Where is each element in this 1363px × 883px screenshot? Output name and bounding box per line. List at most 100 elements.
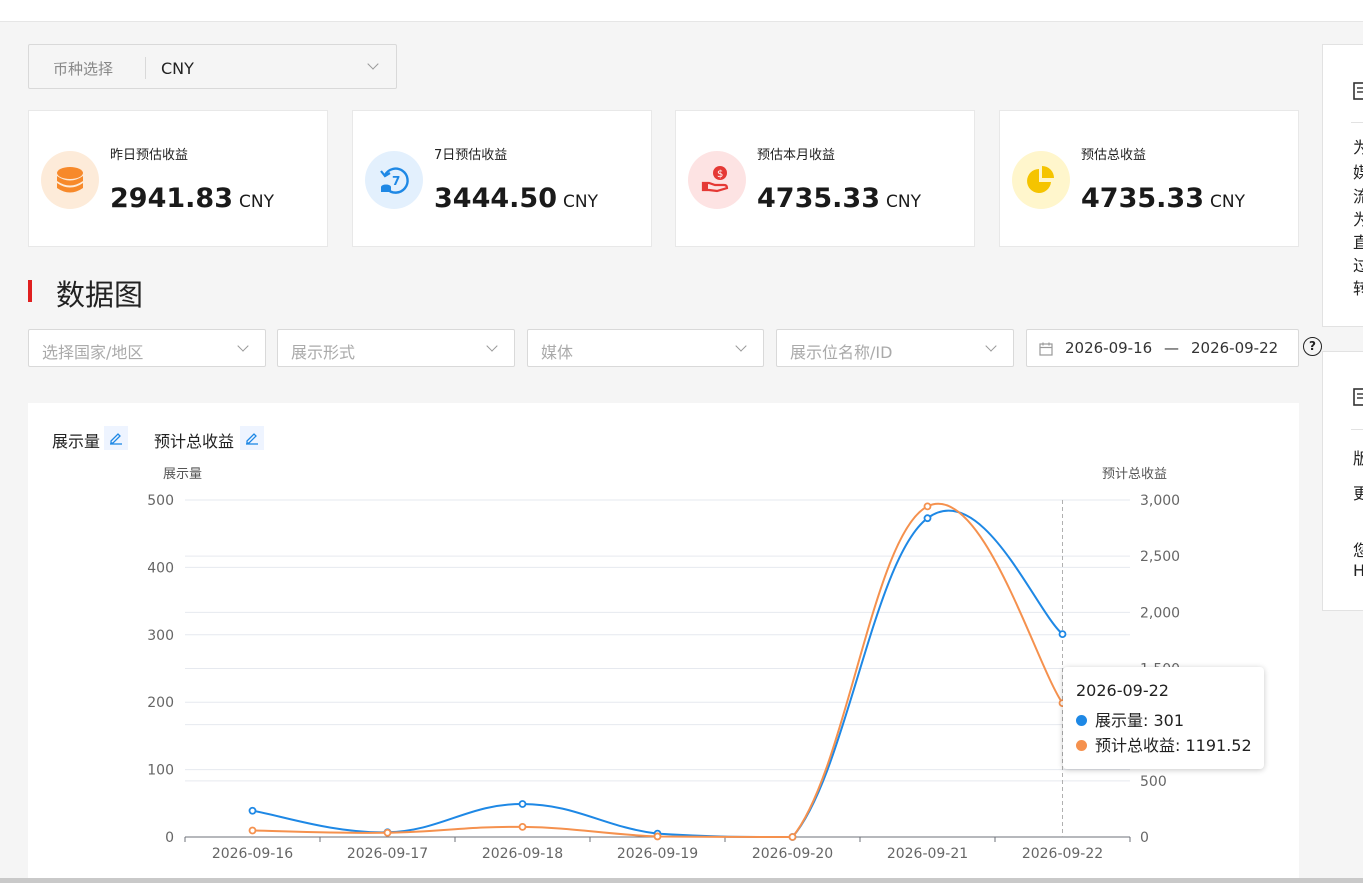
- x-tick-label: 2026-09-22: [1022, 846, 1103, 862]
- date-end: 2026-09-22: [1191, 339, 1279, 357]
- section-accent-bar: [28, 280, 32, 302]
- y-right-tick-label: 2,500: [1140, 549, 1180, 565]
- seven-day-refresh-icon: 7: [365, 151, 423, 209]
- y-left-axis-title: 展示量: [163, 467, 202, 482]
- y-left-tick-label: 400: [147, 560, 174, 576]
- card-value: 2941.83 CNY: [110, 183, 274, 214]
- section-title: 数据图: [56, 278, 144, 312]
- data-point: [518, 822, 527, 831]
- coins-stack-icon: [41, 151, 99, 209]
- svg-text:$: $: [717, 169, 723, 180]
- x-tick-label: 2026-09-20: [752, 846, 833, 862]
- x-tick-label: 2026-09-18: [482, 846, 563, 862]
- y-left-tick-label: 200: [147, 695, 174, 711]
- currency-select[interactable]: 币种选择 CNY: [28, 44, 397, 89]
- side-text: H: [1353, 561, 1363, 580]
- select-placeholder: 媒体: [541, 343, 574, 362]
- metric-impressions-label: 展示量: [52, 432, 101, 451]
- y-left-tick-label: 100: [147, 763, 174, 779]
- side-text: 直: [1353, 229, 1363, 253]
- calendar-icon: [1039, 342, 1053, 356]
- currency-select-value: CNY: [161, 59, 194, 78]
- side-panel-updates: 版 更 您 H: [1322, 351, 1363, 611]
- select-placeholder: 展示位名称/ID: [790, 343, 893, 362]
- hand-money-icon: $: [688, 151, 746, 209]
- card-value: 3444.50 CNY: [434, 183, 598, 214]
- help-icon[interactable]: ?: [1303, 337, 1322, 356]
- y-right-tick-label: 2,000: [1140, 605, 1180, 621]
- card-title: 昨日预估收益: [110, 148, 189, 163]
- chart-tooltip: 2026-09-22 展示量: 301 预计总收益: 1191.52: [1063, 667, 1264, 769]
- tooltip-row-revenue: 预计总收益: 1191.52: [1076, 732, 1252, 756]
- card-title: 预估总收益: [1081, 148, 1147, 163]
- series-line-revenue: [252, 502, 1064, 839]
- svg-text:7: 7: [392, 174, 400, 188]
- country-region-select[interactable]: 选择国家/地区: [28, 329, 266, 367]
- series-dot-icon: [1076, 740, 1087, 751]
- summary-card-7day: 7 7日预估收益 3444.50 CNY: [352, 110, 652, 247]
- tooltip-date: 2026-09-22: [1076, 681, 1169, 700]
- x-tick-label: 2026-09-16: [212, 846, 293, 862]
- data-point: [923, 502, 932, 511]
- data-point: [248, 806, 257, 815]
- metric-revenue-label: 预计总收益: [154, 432, 235, 451]
- y-right-tick-label: 0: [1140, 830, 1149, 846]
- data-point: [383, 828, 392, 837]
- edit-impressions-icon[interactable]: [104, 426, 128, 450]
- divider: [1351, 429, 1363, 430]
- y-left-tick-label: 500: [147, 493, 174, 509]
- media-select[interactable]: 媒体: [527, 329, 764, 367]
- data-point: [653, 832, 662, 841]
- side-text: 转: [1353, 275, 1363, 299]
- card-value: 4735.33 CNY: [1081, 183, 1245, 214]
- date-range-picker[interactable]: 2026-09-16 — 2026-09-22: [1026, 329, 1299, 367]
- data-point: [248, 826, 257, 835]
- date-separator: —: [1164, 339, 1179, 357]
- data-point: [518, 800, 527, 808]
- select-placeholder: 展示形式: [291, 343, 356, 362]
- bottom-scrollbar[interactable]: [0, 878, 1363, 883]
- side-text: 过: [1353, 252, 1363, 276]
- series-line-impressions: [252, 509, 1064, 839]
- y-right-tick-label: 3,000: [1140, 493, 1180, 509]
- series-dot-icon: [1076, 715, 1087, 726]
- data-point: [1058, 630, 1067, 639]
- side-text: 版: [1353, 445, 1363, 469]
- summary-card-month: $ 预估本月收益 4735.33 CNY: [675, 110, 975, 247]
- placement-name-id-select[interactable]: 展示位名称/ID: [776, 329, 1014, 367]
- card-value: 4735.33 CNY: [757, 183, 921, 214]
- currency-select-label: 币种选择: [53, 60, 114, 78]
- chart-panel: [28, 403, 1299, 883]
- x-tick-label: 2026-09-19: [617, 846, 698, 862]
- side-text: 媒: [1353, 159, 1363, 183]
- date-start: 2026-09-16: [1065, 339, 1153, 357]
- side-text: 为: [1353, 206, 1363, 230]
- top-bar: [0, 0, 1363, 22]
- tooltip-row-impressions: 展示量: 301: [1076, 707, 1184, 731]
- document-icon: [1353, 388, 1363, 406]
- side-text: 您: [1353, 537, 1363, 561]
- data-point: [788, 833, 797, 841]
- side-text: 更: [1353, 480, 1363, 504]
- document-icon: [1353, 82, 1363, 100]
- summary-card-yesterday: 昨日预估收益 2941.83 CNY: [28, 110, 328, 247]
- y-right-tick-label: 500: [1140, 774, 1167, 790]
- side-text: 流: [1353, 183, 1363, 207]
- y-right-axis-title: 预计总收益: [1102, 467, 1167, 482]
- data-point: [923, 514, 932, 523]
- divider: [145, 57, 146, 79]
- select-placeholder: 选择国家/地区: [42, 343, 144, 362]
- side-text: 为: [1353, 134, 1363, 158]
- summary-card-total: 预估总收益 4735.33 CNY: [999, 110, 1299, 247]
- x-tick-label: 2026-09-17: [347, 846, 428, 862]
- y-left-tick-label: 0: [165, 830, 174, 846]
- side-panel-notice: 为 媒 流 为 直 过 转: [1322, 44, 1363, 327]
- x-tick-label: 2026-09-21: [887, 846, 968, 862]
- card-title: 7日预估收益: [434, 148, 508, 163]
- pie-chart-icon: [1012, 151, 1070, 209]
- edit-revenue-icon[interactable]: [240, 426, 264, 450]
- display-format-select[interactable]: 展示形式: [277, 329, 515, 367]
- divider: [1351, 122, 1363, 123]
- y-left-tick-label: 300: [147, 628, 174, 644]
